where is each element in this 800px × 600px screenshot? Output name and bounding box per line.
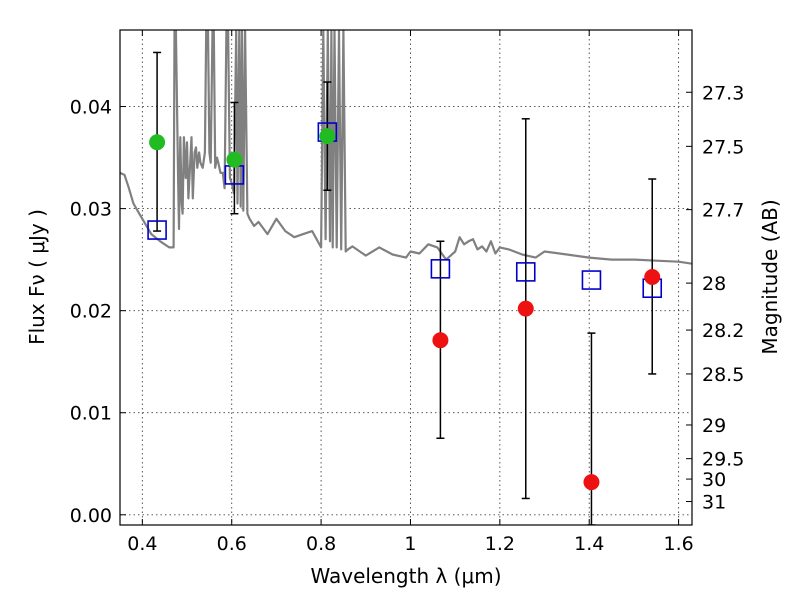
- flux-point: [432, 332, 449, 349]
- magnitude-tick-label: 28.2: [702, 320, 744, 342]
- right-axis-label: Magnitude (AB): [758, 199, 782, 354]
- magnitude-tick-label: 28: [702, 273, 726, 295]
- observed-flux-points: [149, 128, 661, 491]
- flux-point: [149, 134, 166, 151]
- model-spectrum-layer: [120, 30, 692, 265]
- flux-point: [644, 268, 661, 285]
- model-flux-square: [515, 262, 536, 282]
- magnitude-tick-label: 30: [702, 469, 726, 491]
- magnitude-tick-label: 29: [702, 415, 726, 437]
- magnitude-tick-label: 28.5: [702, 364, 744, 386]
- x-tick-label: 1.4: [574, 533, 604, 555]
- x-tick-label: 1.6: [663, 533, 693, 555]
- flux-point: [517, 300, 534, 317]
- model-flux-square: [147, 220, 167, 240]
- x-tick-label: 1: [404, 533, 416, 555]
- y-tick-label: 0.03: [70, 199, 112, 221]
- model-flux-square: [430, 259, 451, 279]
- y-tick-labels: 0.00 0.01 0.02 0.03 0.04: [70, 97, 112, 527]
- y-tick-label: 0.04: [70, 97, 112, 119]
- axis-ticks: [120, 30, 692, 525]
- y-tick-label: 0.01: [70, 403, 112, 425]
- plot-frame: [119, 29, 693, 526]
- flux-point: [319, 128, 336, 145]
- x-axis-label: Wavelength λ (μm): [310, 564, 501, 588]
- x-tick-labels: 0.4 0.6 0.8 1 1.2 1.4 1.6: [127, 533, 693, 555]
- magnitude-tick-label: 27.3: [702, 82, 744, 104]
- flux-point: [583, 474, 600, 491]
- flux-point: [226, 151, 243, 168]
- y-tick-label: 0.00: [70, 505, 112, 527]
- x-tick-label: 1.2: [485, 533, 515, 555]
- y-tick-label: 0.02: [70, 301, 112, 323]
- magnitude-tick-label: 29.5: [702, 449, 744, 471]
- magnitude-tick-label: 27.5: [702, 136, 744, 158]
- model-flux-square: [581, 270, 602, 290]
- x-tick-label: 0.8: [306, 533, 336, 555]
- model-spectrum-line: [120, 30, 692, 265]
- magnitude-tick-label: 27.7: [702, 200, 744, 222]
- x-tick-label: 0.6: [217, 533, 247, 555]
- magnitude-tick-label: 31: [702, 492, 726, 514]
- y-axis-label: Flux Fν ( μJy ): [25, 209, 49, 345]
- x-tick-label: 0.4: [127, 533, 157, 555]
